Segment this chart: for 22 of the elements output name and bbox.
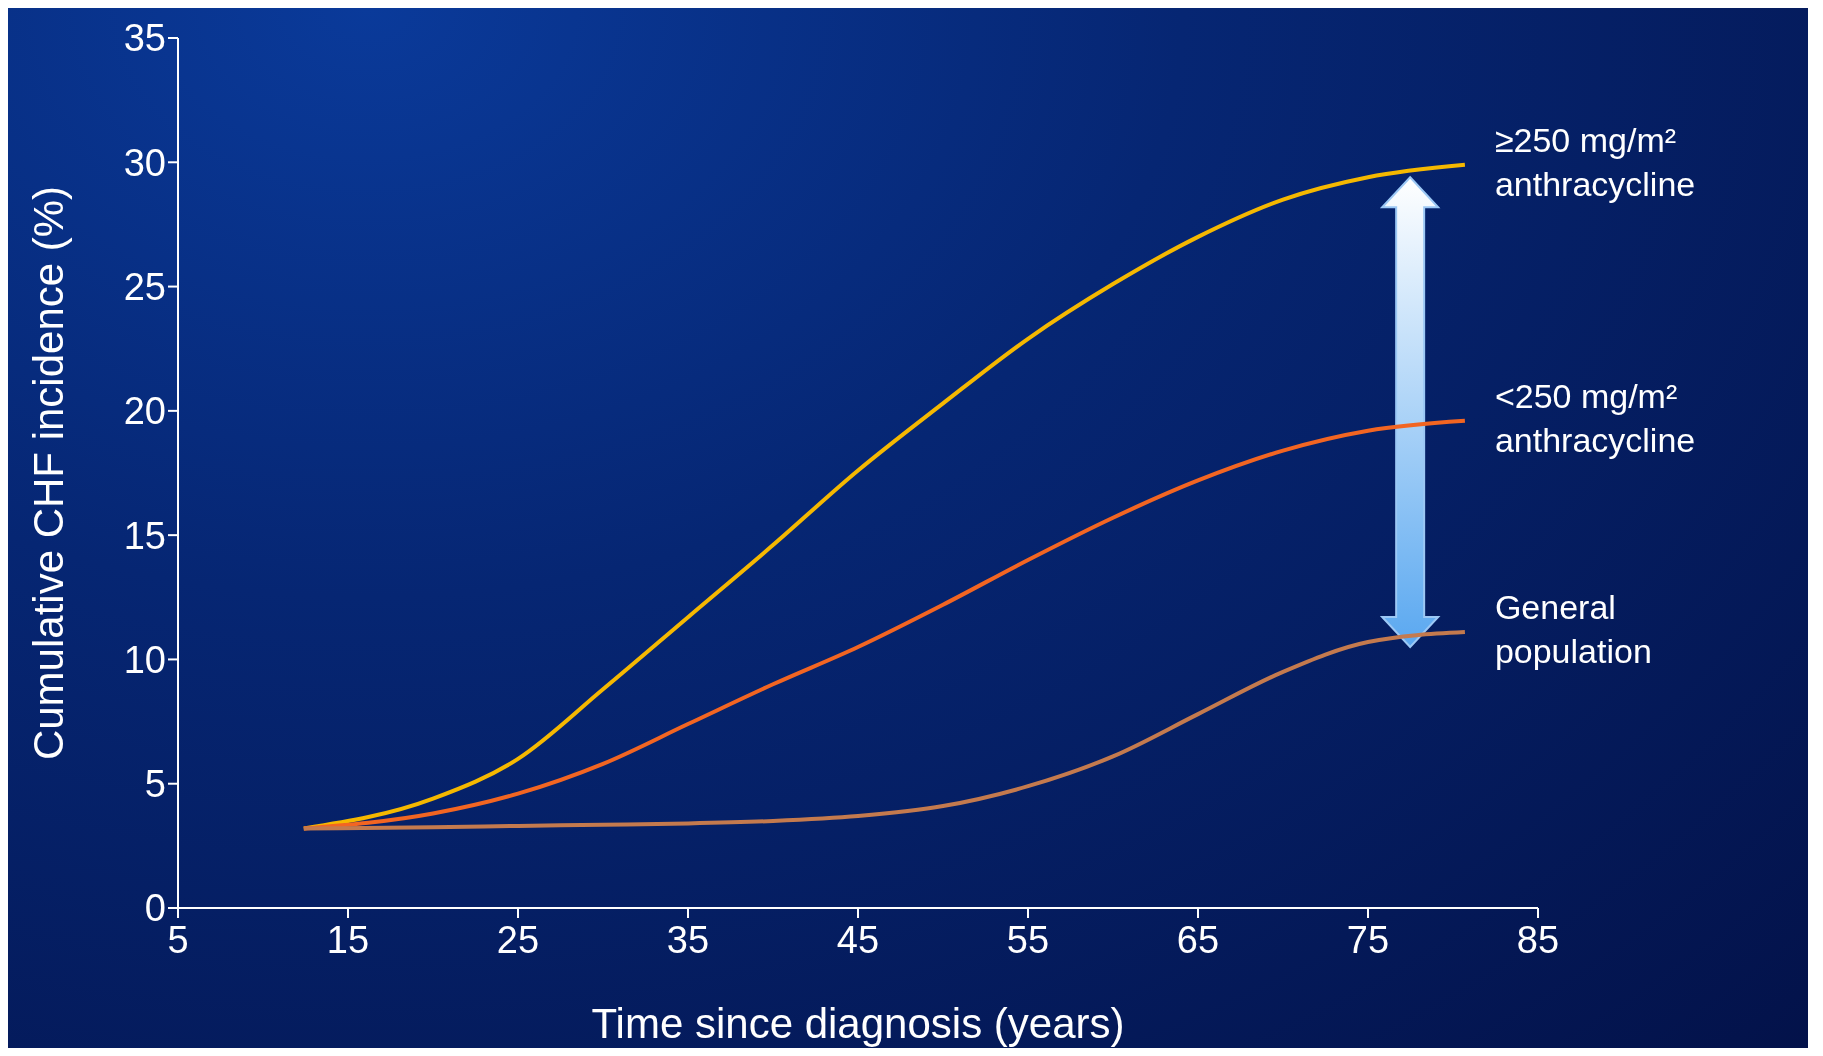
y-tick-label: 15 <box>123 514 166 557</box>
x-tick-label: 35 <box>666 918 710 961</box>
y-tick-label: 35 <box>123 17 166 60</box>
x-tick-label: 45 <box>836 918 880 961</box>
y-tick-label: 5 <box>144 763 166 806</box>
x-tick-label: 55 <box>1006 918 1050 961</box>
y-tick-label: 10 <box>123 638 166 681</box>
x-axis-title: Time since diagnosis (years) <box>591 1000 1125 1047</box>
y-tick-label: 20 <box>123 390 166 433</box>
line-series <box>301 630 1467 831</box>
x-tick-label: 85 <box>1516 918 1560 961</box>
series-label: <250 mg/m² anthracycline <box>1494 376 1696 459</box>
x-tick-label: 25 <box>496 918 540 961</box>
y-axis-title: Cumulative CHF incidence (%) <box>24 185 72 761</box>
x-tick-label: 75 <box>1346 918 1390 961</box>
series-label: ≥250 mg/m² anthracycline <box>1494 120 1696 203</box>
y-tick-label: 0 <box>144 887 166 930</box>
series-label: General population <box>1494 588 1652 671</box>
y-tick-label: 30 <box>123 141 166 184</box>
x-tick-label: 65 <box>1176 918 1220 961</box>
x-tick-label: 15 <box>326 918 370 961</box>
y-tick-label: 25 <box>123 266 166 309</box>
